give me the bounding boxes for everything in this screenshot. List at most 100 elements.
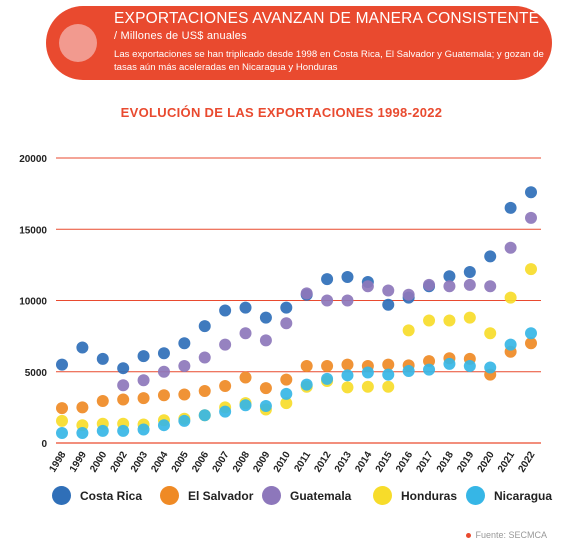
data-point <box>137 350 150 363</box>
x-tick-label: 1998 <box>47 449 68 474</box>
data-point <box>117 362 130 375</box>
x-tick-label: 2000 <box>88 449 109 474</box>
data-point <box>525 327 537 340</box>
banner-description: Las exportaciones se han triplicado desd… <box>114 49 544 73</box>
data-point <box>300 378 313 391</box>
y-tick-label: 10000 <box>19 297 47 308</box>
data-point <box>484 250 497 263</box>
legend-label: El Salvador <box>188 489 254 503</box>
data-point <box>117 393 130 406</box>
data-point <box>280 397 293 410</box>
x-tick-label: 2013 <box>333 449 354 474</box>
data-point <box>76 401 89 414</box>
data-point <box>341 294 354 307</box>
data-point <box>463 278 476 291</box>
data-point <box>382 358 395 371</box>
source-dot-icon <box>466 533 472 539</box>
data-point <box>321 372 334 385</box>
data-point <box>504 338 517 351</box>
legend-label: Nicaragua <box>494 489 553 503</box>
legend-swatch <box>52 486 71 505</box>
x-tick-label: 2005 <box>170 449 191 474</box>
legend-swatch <box>160 486 179 505</box>
legend-swatch <box>373 486 392 505</box>
data-point <box>219 304 232 317</box>
data-point <box>382 368 395 381</box>
x-tick-label: 2015 <box>374 449 395 474</box>
x-tick-label: 2018 <box>435 449 456 474</box>
data-point <box>443 270 456 283</box>
x-tick-label: 2002 <box>109 449 130 474</box>
data-point <box>504 291 517 304</box>
banner-title-text: EXPORTACIONES AVANZAN DE MANERA CONSISTE… <box>114 10 540 27</box>
data-point <box>280 387 293 400</box>
x-tick-label: 2022 <box>516 449 537 474</box>
data-point <box>259 334 272 347</box>
x-tick-label: 2007 <box>211 449 232 474</box>
data-point <box>96 352 109 365</box>
x-tick-label: 2008 <box>231 449 252 474</box>
y-tick-label: 5000 <box>25 368 48 379</box>
data-point <box>504 241 517 254</box>
data-point <box>280 301 293 314</box>
x-tick-label: 2010 <box>272 449 293 474</box>
data-point <box>157 419 170 432</box>
data-point <box>423 355 436 368</box>
legend-label: Guatemala <box>290 489 352 503</box>
data-point <box>484 280 497 293</box>
data-point <box>525 211 537 224</box>
x-tick-label: 2014 <box>353 449 374 474</box>
data-point <box>137 392 150 405</box>
data-point <box>525 263 537 276</box>
x-tick-label: 2004 <box>149 449 170 474</box>
y-tick-label: 0 <box>41 439 47 450</box>
data-point <box>76 341 89 354</box>
data-point <box>280 373 293 386</box>
data-point <box>239 371 252 384</box>
data-point <box>219 338 232 351</box>
data-point <box>402 365 415 378</box>
chart-title: EVOLUCIÓN DE LAS EXPORTACIONES 1998-2022 <box>120 105 443 120</box>
x-tick-label: 2019 <box>455 449 476 474</box>
source-text: Fuente: SECMCA <box>475 530 547 540</box>
data-point <box>259 311 272 324</box>
data-point <box>56 402 68 415</box>
data-point <box>382 284 395 297</box>
data-point <box>361 280 374 293</box>
data-point <box>239 399 252 412</box>
data-point <box>219 380 232 392</box>
x-tick-label: 2011 <box>292 449 313 474</box>
data-point <box>178 337 191 350</box>
data-point <box>56 427 68 440</box>
data-point <box>525 186 537 199</box>
data-point <box>463 311 476 324</box>
data-point <box>321 360 334 373</box>
data-point <box>137 423 150 436</box>
x-tick-label: 2003 <box>129 449 150 474</box>
data-point <box>96 424 109 437</box>
data-point <box>157 365 170 378</box>
source-note: Fuente: SECMCA <box>466 530 547 540</box>
banner-subtitle: / Millones de US$ anuales <box>114 30 247 42</box>
legend-swatch <box>262 486 281 505</box>
data-point <box>484 327 497 340</box>
data-point <box>198 409 211 422</box>
data-point <box>259 382 272 395</box>
data-point <box>157 347 170 360</box>
x-tick-label: 2020 <box>476 449 497 474</box>
data-point <box>178 388 191 401</box>
data-point <box>423 314 436 327</box>
header-banner: EXPORTACIONES AVANZAN DE MANERA CONSISTE… <box>46 6 552 80</box>
data-point <box>280 317 293 330</box>
data-point <box>56 358 68 371</box>
data-point <box>463 360 476 373</box>
data-point <box>321 273 334 286</box>
chart-legend: Costa Rica El Salvador Guatemala Honduras Ni… <box>0 484 563 508</box>
data-point <box>402 324 415 337</box>
data-point <box>321 294 334 307</box>
data-point <box>239 301 252 314</box>
data-point <box>443 357 456 370</box>
data-point <box>300 360 313 373</box>
banner-title: EXPORTACIONES AVANZAN DE MANERA CONSISTE… <box>114 11 544 44</box>
